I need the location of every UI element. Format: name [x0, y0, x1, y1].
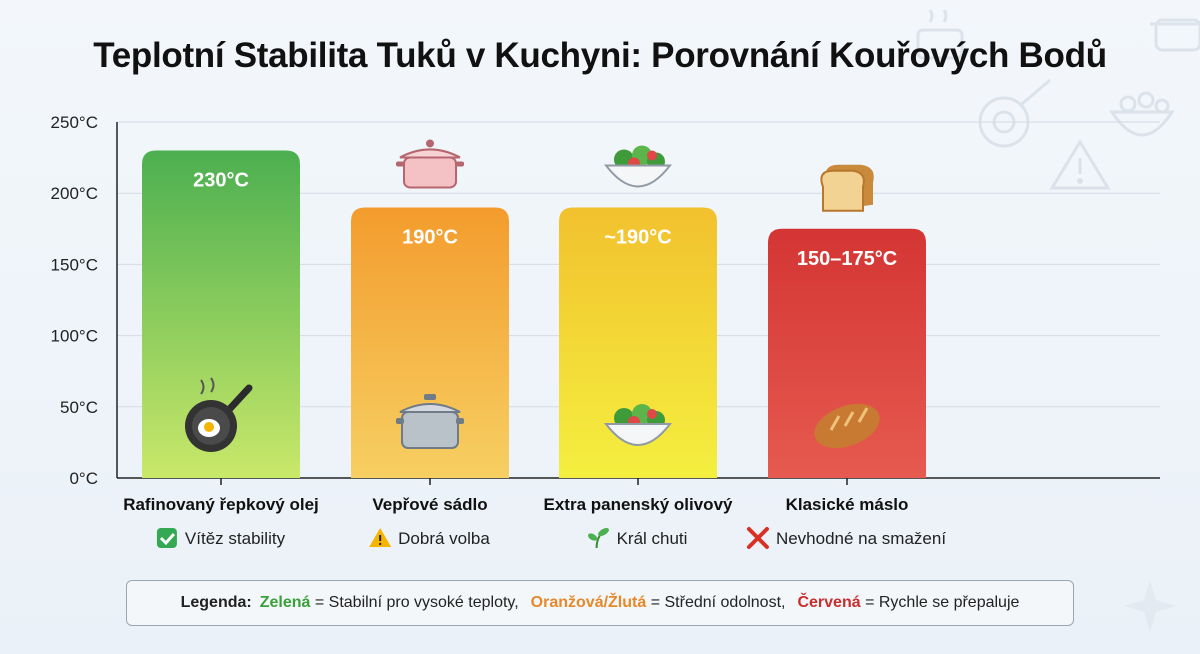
legend-key-green: Zelená	[259, 594, 311, 611]
bar	[559, 207, 717, 478]
data-label: 150–175°C	[797, 248, 897, 270]
pot-outline-icon	[1150, 18, 1200, 52]
legend: Legenda: Zelená = Stabilní pro vysoké te…	[126, 580, 1074, 626]
y-tick-label: 50°C	[60, 398, 98, 417]
cooking-pot-icon	[396, 394, 464, 449]
legend-label: Legenda:	[180, 594, 252, 611]
salad-bowl-top-icon	[603, 145, 673, 188]
status-sprout-icon	[587, 528, 609, 549]
data-label: 230°C	[193, 169, 249, 191]
legend-text-red: = Rychle se přepaluje	[865, 594, 1020, 611]
data-label: 190°C	[402, 226, 458, 248]
sparkle-icon	[1124, 580, 1176, 632]
pink-pot-top-icon	[396, 139, 464, 189]
y-tick-label: 100°C	[51, 327, 98, 346]
y-tick-label: 0°C	[69, 469, 98, 488]
bread-loaf-icon	[814, 403, 880, 449]
status-cross-mark-icon	[746, 527, 769, 549]
bowl-outline-icon	[1109, 91, 1175, 137]
y-tick-label: 200°C	[51, 184, 98, 203]
legend-key-orange: Oranžová/Žlutá	[530, 594, 647, 611]
bar	[351, 207, 509, 478]
steam-pot-outline-icon	[916, 9, 964, 60]
frying-pan-icon	[185, 377, 253, 452]
y-tick-label: 150°C	[51, 255, 98, 274]
status-check-mark-icon	[156, 528, 177, 548]
bar	[142, 150, 300, 479]
x-tick-label: Extra panenský olivový	[544, 495, 734, 514]
status-warning-sign-icon	[369, 528, 392, 547]
legend-text-orange: = Střední odolnost,	[650, 594, 786, 611]
salad-bowl-icon	[603, 404, 673, 446]
data-label: ~190°C	[604, 226, 672, 248]
status-text: Vítěz stability	[185, 529, 286, 548]
status-text: Dobrá volba	[398, 529, 490, 548]
bar	[768, 228, 926, 478]
x-tick-label: Klasické máslo	[786, 495, 909, 514]
status-text: Nevhodné na smažení	[776, 529, 946, 548]
x-tick-label: Vepřové sádlo	[372, 495, 487, 514]
warning-outline-icon	[1049, 139, 1111, 190]
x-tick-label: Rafinovaný řepkový olej	[123, 495, 319, 514]
legend-key-red: Červená	[797, 594, 861, 611]
y-tick-label: 250°C	[51, 113, 98, 132]
chart-title: Teplotní Stabilita Tuků v Kuchyni: Porov…	[93, 36, 1107, 75]
toast-bread-top-icon	[820, 164, 874, 212]
legend-text-green: = Stabilní pro vysoké teploty,	[314, 594, 519, 611]
status-text: Král chuti	[617, 529, 688, 548]
